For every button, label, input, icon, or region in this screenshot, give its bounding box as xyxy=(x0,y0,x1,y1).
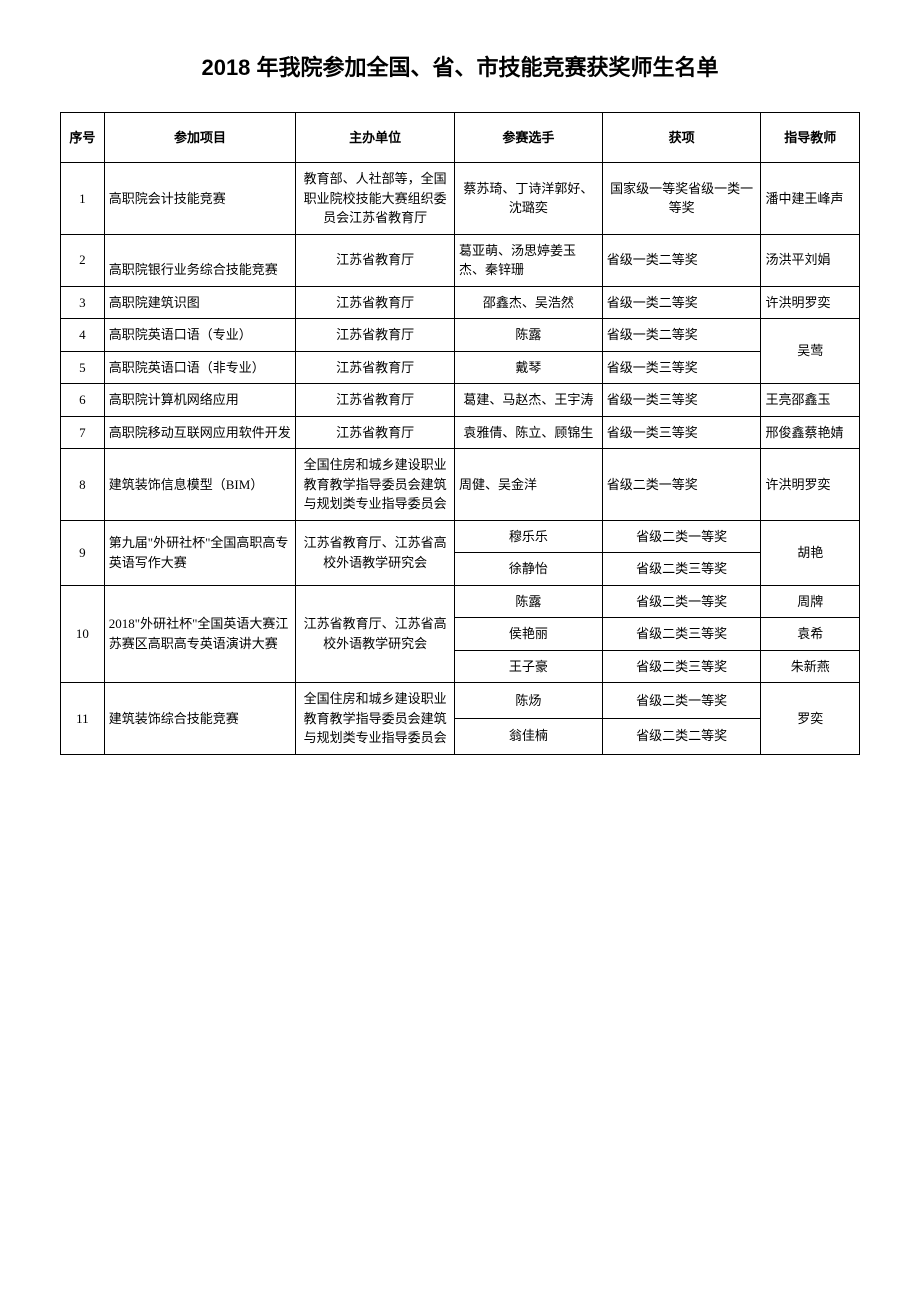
cell-project: 高职院移动互联网应用软件开发 xyxy=(104,416,296,449)
cell-teacher: 胡艳 xyxy=(761,520,860,585)
cell-project: 2018"外研社杯"全国英语大赛江苏赛区高职高专英语演讲大赛 xyxy=(104,585,296,683)
cell-player: 葛亚萌、汤思婷姜玉杰、秦锌珊 xyxy=(455,234,603,286)
table-row: 4 高职院英语口语（专业） 江苏省教育厅 陈露 省级一类二等奖 吴莺 xyxy=(61,319,860,352)
cell-org: 江苏省教育厅 xyxy=(296,319,455,352)
header-award: 获项 xyxy=(602,113,761,163)
cell-teacher: 罗奕 xyxy=(761,683,860,755)
cell-player: 王子豪 xyxy=(455,650,603,683)
cell-teacher: 潘中建王峰声 xyxy=(761,163,860,235)
cell-award: 省级二类一等奖 xyxy=(602,585,761,618)
cell-award: 国家级一等奖省级一类一等奖 xyxy=(602,163,761,235)
cell-teacher: 邢俊鑫蔡艳婧 xyxy=(761,416,860,449)
cell-award: 省级二类三等奖 xyxy=(602,618,761,651)
cell-player: 葛建、马赵杰、王宇涛 xyxy=(455,384,603,417)
table-row: 10 2018"外研社杯"全国英语大赛江苏赛区高职高专英语演讲大赛 江苏省教育厅… xyxy=(61,585,860,618)
cell-org: 江苏省教育厅、江苏省高校外语教学研究会 xyxy=(296,585,455,683)
cell-seq: 5 xyxy=(61,351,105,384)
cell-player: 陈露 xyxy=(455,585,603,618)
cell-project: 高职院计算机网络应用 xyxy=(104,384,296,417)
header-teacher: 指导教师 xyxy=(761,113,860,163)
cell-org: 江苏省教育厅 xyxy=(296,234,455,286)
cell-project: 建筑装饰综合技能竞赛 xyxy=(104,683,296,755)
awards-table: 序号 参加项目 主办单位 参赛选手 获项 指导教师 1 高职院会计技能竞赛 教育… xyxy=(60,112,860,755)
cell-award: 省级一类二等奖 xyxy=(602,319,761,352)
cell-org: 教育部、人社部等，全国职业院校技能大赛组织委员会江苏省教育厅 xyxy=(296,163,455,235)
cell-org: 江苏省教育厅 xyxy=(296,416,455,449)
cell-project: 高职院银行业务综合技能竞赛 xyxy=(104,234,296,286)
cell-player: 陈露 xyxy=(455,319,603,352)
table-row: 11 建筑装饰综合技能竞赛 全国住房和城乡建设职业教育教学指导委员会建筑与规划类… xyxy=(61,683,860,719)
table-row: 6 高职院计算机网络应用 江苏省教育厅 葛建、马赵杰、王宇涛 省级一类三等奖 王… xyxy=(61,384,860,417)
cell-award: 省级二类一等奖 xyxy=(602,520,761,553)
cell-seq: 10 xyxy=(61,585,105,683)
cell-player: 戴琴 xyxy=(455,351,603,384)
cell-award: 省级二类三等奖 xyxy=(602,650,761,683)
cell-project: 高职院建筑识图 xyxy=(104,286,296,319)
cell-teacher: 周牌 xyxy=(761,585,860,618)
cell-player: 蔡苏琦、丁诗洋郭好、沈璐奕 xyxy=(455,163,603,235)
cell-seq: 7 xyxy=(61,416,105,449)
cell-teacher: 许洪明罗奕 xyxy=(761,449,860,521)
cell-player: 袁雅倩、陈立、顾锦生 xyxy=(455,416,603,449)
cell-award: 省级一类三等奖 xyxy=(602,416,761,449)
cell-award: 省级一类二等奖 xyxy=(602,286,761,319)
table-header-row: 序号 参加项目 主办单位 参赛选手 获项 指导教师 xyxy=(61,113,860,163)
header-project: 参加项目 xyxy=(104,113,296,163)
cell-org: 江苏省教育厅、江苏省高校外语教学研究会 xyxy=(296,520,455,585)
table-row: 9 第九届"外研社杯"全国高职高专英语写作大赛 江苏省教育厅、江苏省高校外语教学… xyxy=(61,520,860,553)
cell-project: 建筑装饰信息模型（BIM） xyxy=(104,449,296,521)
cell-teacher: 吴莺 xyxy=(761,319,860,384)
cell-seq: 3 xyxy=(61,286,105,319)
page-title: 2018 年我院参加全国、省、市技能竞赛获奖师生名单 xyxy=(60,50,860,82)
cell-org: 全国住房和城乡建设职业教育教学指导委员会建筑与规划类专业指导委员会 xyxy=(296,683,455,755)
cell-award: 省级二类一等奖 xyxy=(602,683,761,719)
cell-teacher: 汤洪平刘娟 xyxy=(761,234,860,286)
cell-player: 陈炀 xyxy=(455,683,603,719)
cell-org: 全国住房和城乡建设职业教育教学指导委员会建筑与规划类专业指导委员会 xyxy=(296,449,455,521)
table-row: 1 高职院会计技能竞赛 教育部、人社部等，全国职业院校技能大赛组织委员会江苏省教… xyxy=(61,163,860,235)
cell-project: 第九届"外研社杯"全国高职高专英语写作大赛 xyxy=(104,520,296,585)
cell-org: 江苏省教育厅 xyxy=(296,384,455,417)
cell-project: 高职院英语口语（专业） xyxy=(104,319,296,352)
cell-project: 高职院会计技能竞赛 xyxy=(104,163,296,235)
header-org: 主办单位 xyxy=(296,113,455,163)
cell-seq: 11 xyxy=(61,683,105,755)
cell-teacher: 袁希 xyxy=(761,618,860,651)
cell-award: 省级一类三等奖 xyxy=(602,384,761,417)
table-row: 3 高职院建筑识图 江苏省教育厅 邵鑫杰、吴浩然 省级一类二等奖 许洪明罗奕 xyxy=(61,286,860,319)
cell-seq: 1 xyxy=(61,163,105,235)
cell-seq: 4 xyxy=(61,319,105,352)
cell-player: 翁佳楠 xyxy=(455,718,603,754)
table-row: 5 高职院英语口语（非专业） 江苏省教育厅 戴琴 省级一类三等奖 xyxy=(61,351,860,384)
cell-seq: 6 xyxy=(61,384,105,417)
cell-org: 江苏省教育厅 xyxy=(296,286,455,319)
cell-teacher: 朱新燕 xyxy=(761,650,860,683)
cell-player: 侯艳丽 xyxy=(455,618,603,651)
cell-player: 穆乐乐 xyxy=(455,520,603,553)
cell-project: 高职院英语口语（非专业） xyxy=(104,351,296,384)
header-seq: 序号 xyxy=(61,113,105,163)
cell-teacher: 许洪明罗奕 xyxy=(761,286,860,319)
cell-award: 省级二类三等奖 xyxy=(602,553,761,586)
table-row: 8 建筑装饰信息模型（BIM） 全国住房和城乡建设职业教育教学指导委员会建筑与规… xyxy=(61,449,860,521)
cell-player: 徐静怡 xyxy=(455,553,603,586)
cell-org: 江苏省教育厅 xyxy=(296,351,455,384)
cell-award: 省级二类一等奖 xyxy=(602,449,761,521)
cell-seq: 8 xyxy=(61,449,105,521)
header-player: 参赛选手 xyxy=(455,113,603,163)
cell-player: 邵鑫杰、吴浩然 xyxy=(455,286,603,319)
cell-award: 省级二类二等奖 xyxy=(602,718,761,754)
cell-player: 周健、吴金洋 xyxy=(455,449,603,521)
cell-teacher: 王亮邵鑫玉 xyxy=(761,384,860,417)
cell-seq: 9 xyxy=(61,520,105,585)
cell-award: 省级一类三等奖 xyxy=(602,351,761,384)
table-row: 7 高职院移动互联网应用软件开发 江苏省教育厅 袁雅倩、陈立、顾锦生 省级一类三… xyxy=(61,416,860,449)
cell-award: 省级一类二等奖 xyxy=(602,234,761,286)
cell-seq: 2 xyxy=(61,234,105,286)
table-row: 2 高职院银行业务综合技能竞赛 江苏省教育厅 葛亚萌、汤思婷姜玉杰、秦锌珊 省级… xyxy=(61,234,860,286)
